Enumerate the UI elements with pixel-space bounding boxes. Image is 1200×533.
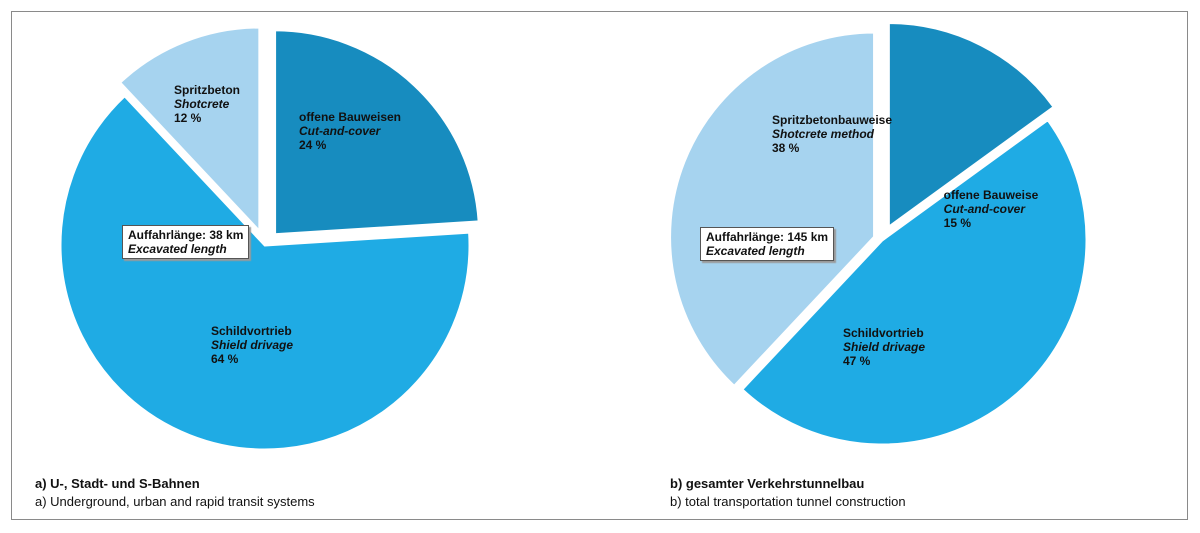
pie-slice-b-shotcrete bbox=[668, 30, 877, 389]
slice-label-b-cut-and-cover: offene Bauweise Cut-and-cover 15 % bbox=[944, 188, 1039, 230]
excavated-length-en: Excavated length bbox=[128, 242, 227, 256]
slice-label-en: Shotcrete bbox=[174, 97, 230, 111]
slice-label-de: Spritzbetonbauweise bbox=[771, 113, 893, 127]
slice-value: 12 % bbox=[174, 111, 202, 125]
slice-label-en: Shield drivage bbox=[210, 338, 294, 352]
pie-slice-a-shield bbox=[58, 93, 472, 452]
pie-slice-a-shotcrete bbox=[117, 25, 262, 236]
slice-label-en: Shield drivage bbox=[842, 340, 926, 354]
excavated-length-de: Auffahrlänge: 38 km bbox=[128, 228, 244, 242]
slice-label-de: Spritzbeton bbox=[174, 83, 240, 97]
excavated-length-box-a: Auffahrlänge: 38 km Excavated length bbox=[122, 225, 250, 259]
excavated-length-box-b: Auffahrlänge: 145 km Excavated length bbox=[700, 227, 835, 261]
slice-label-en: Shotcrete method bbox=[771, 127, 874, 141]
caption-b: b) gesamter Verkehrstunnelbau b) total t… bbox=[670, 475, 906, 511]
pie-slice-a-cut-and-cover bbox=[273, 28, 481, 237]
caption-b-en: b) total transportation tunnel construct… bbox=[670, 494, 906, 509]
slice-value: 24 % bbox=[298, 138, 327, 152]
excavated-length-de: Auffahrlänge: 145 km bbox=[706, 230, 829, 244]
caption-b-de: b) gesamter Verkehrstunnelbau bbox=[670, 476, 865, 491]
slice-label-a-shotcrete: Spritzbeton Shotcrete 12 % bbox=[174, 83, 240, 125]
caption-a-en: a) Underground, urban and rapid transit … bbox=[35, 494, 315, 509]
slice-value: 38 % bbox=[771, 141, 800, 155]
slice-label-en: Cut-and-cover bbox=[943, 202, 1025, 216]
slice-label-a-cut-and-cover: offene Bauweisen Cut-and-cover 24 % bbox=[299, 110, 401, 152]
slice-value: 47 % bbox=[842, 354, 871, 368]
pie-slice-b-cut-and-cover bbox=[886, 21, 1057, 231]
slice-value: 64 % bbox=[210, 352, 239, 366]
slice-label-de: offene Bauweise bbox=[943, 188, 1039, 202]
excavated-length-en: Excavated length bbox=[706, 244, 805, 258]
slice-label-a-shield: Schildvortrieb Shield drivage 64 % bbox=[211, 324, 293, 366]
slice-label-en: Cut-and-cover bbox=[298, 124, 381, 138]
slice-label-de: Schildvortrieb bbox=[210, 324, 292, 338]
caption-a-de: a) U-, Stadt- und S-Bahnen bbox=[35, 476, 200, 491]
slice-label-b-shotcrete: Spritzbetonbauweise Shotcrete method 38 … bbox=[772, 113, 892, 155]
caption-a: a) U-, Stadt- und S-Bahnen a) Undergroun… bbox=[35, 475, 315, 511]
slice-label-de: offene Bauweisen bbox=[298, 110, 402, 124]
slice-label-b-shield: Schildvortrieb Shield drivage 47 % bbox=[843, 326, 925, 368]
pie-slice-b-shield bbox=[739, 117, 1089, 447]
slice-value: 15 % bbox=[943, 216, 972, 230]
slice-label-de: Schildvortrieb bbox=[842, 326, 924, 340]
